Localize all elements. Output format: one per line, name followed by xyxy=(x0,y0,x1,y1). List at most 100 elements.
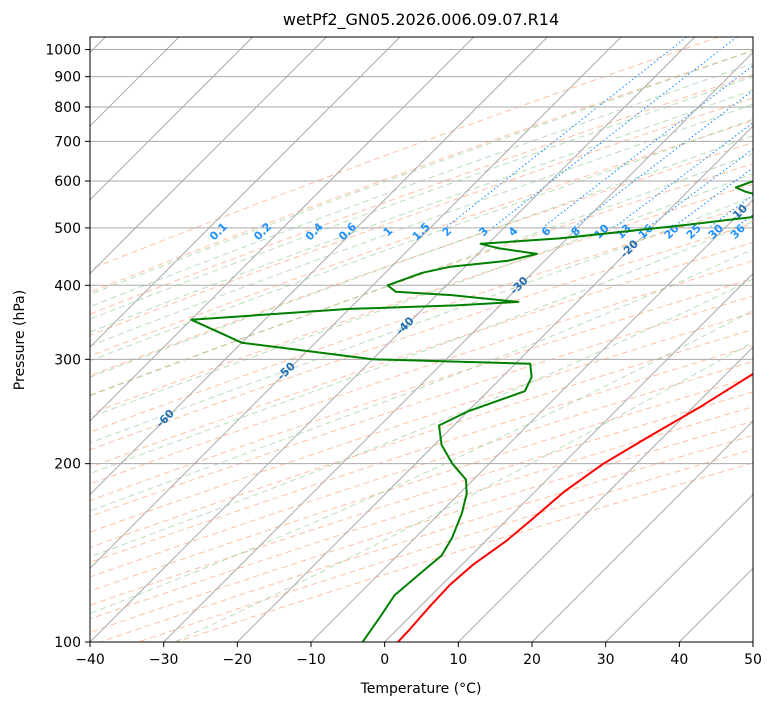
x-axis-label: Temperature (°C) xyxy=(360,681,482,697)
dry-adiabat xyxy=(90,222,753,451)
mixing-ratio-line xyxy=(671,167,753,229)
moist-adiabat xyxy=(90,278,753,558)
mixing-ratio-label: 1.5 xyxy=(410,220,433,243)
moist-adiabat xyxy=(90,220,753,475)
dry-adiabat xyxy=(90,37,720,270)
dry-adiabat xyxy=(100,434,753,642)
y-tick-label: 900 xyxy=(54,70,81,86)
y-tick-label: 300 xyxy=(54,352,81,368)
dry-adiabat xyxy=(90,360,753,578)
moist-adiabat xyxy=(90,195,753,444)
plot-frame xyxy=(89,36,754,643)
isotherm-line xyxy=(90,37,696,642)
moist-adiabat xyxy=(90,89,753,333)
moist-adiabat xyxy=(90,118,753,362)
y-axis-label: Pressure (hPa) xyxy=(12,290,28,390)
mixing-ratio-label: 16 xyxy=(636,221,656,241)
mixing-ratio-line xyxy=(491,37,738,229)
dry-adiabat xyxy=(90,295,753,517)
isotherm-line xyxy=(457,346,753,642)
x-tick-label: 40 xyxy=(670,652,688,668)
mixing-ratio-label: 6 xyxy=(539,224,554,239)
mixing-ratio-line xyxy=(541,64,753,229)
dry-adiabat xyxy=(90,312,753,533)
isotherm-line xyxy=(90,37,327,275)
dry-adiabat xyxy=(90,260,753,485)
mixing-ratio-line xyxy=(734,214,753,229)
mixing-ratio-line xyxy=(445,37,687,229)
mixing-ratio-line xyxy=(572,89,753,229)
x-tick-label: −40 xyxy=(75,652,105,668)
isotherm-line xyxy=(90,37,401,348)
x-tick-label: 30 xyxy=(597,652,615,668)
isotherm-line xyxy=(236,125,753,642)
y-axis: 100 200 300 400 500 600 700 800 900 1000 xyxy=(45,43,90,651)
y-tick-label: 400 xyxy=(54,278,81,294)
mixing-ratio-label: 3 xyxy=(476,224,491,239)
isotherm-label: -70 xyxy=(31,455,54,478)
mixing-ratio-label: 10 xyxy=(592,221,612,241)
isotherm-line xyxy=(531,420,753,642)
x-tick-label: 20 xyxy=(523,652,541,668)
y-tick-label: 600 xyxy=(54,174,81,190)
mixing-ratio-label: 2 xyxy=(440,224,455,239)
dry-adiabat xyxy=(90,391,753,606)
moist-adiabat xyxy=(90,76,753,320)
chart-title: wetPf2_GN05.2026.006.09.07.R14 xyxy=(283,10,559,30)
isotherm-line xyxy=(90,37,548,496)
y-tick-label: 500 xyxy=(54,221,81,237)
mixing-ratio-label: 30 xyxy=(706,221,726,241)
mixing-ratio-label: 1 xyxy=(381,224,396,239)
dry-adiabat xyxy=(90,120,753,357)
dry-adiabat xyxy=(90,406,753,620)
y-tick-label: 800 xyxy=(54,100,81,116)
isotherm-line xyxy=(310,199,753,642)
y-tick-label: 700 xyxy=(54,134,81,150)
isotherm-line xyxy=(90,37,475,422)
y-tick-label: 100 xyxy=(54,635,81,651)
isotherm-line xyxy=(163,51,753,642)
x-tick-label: −30 xyxy=(149,652,179,668)
isotherm-line xyxy=(90,37,254,201)
dry-adiabat xyxy=(90,420,753,633)
isotherm-line xyxy=(752,641,753,642)
dry-adiabat xyxy=(90,203,753,433)
x-axis: −40 −30 −20 −10 0 10 20 30 40 50 xyxy=(75,642,762,668)
dry-adiabat xyxy=(90,141,753,377)
dry-adiabat xyxy=(90,74,753,315)
mixing-ratio-label: 20 xyxy=(662,221,682,241)
dry-adiabat xyxy=(90,50,753,293)
moist-adiabat xyxy=(90,248,753,512)
y-tick-label: 1000 xyxy=(45,43,81,59)
x-tick-label: 10 xyxy=(449,652,467,668)
dry-adiabat xyxy=(90,328,753,548)
background-lines xyxy=(90,37,753,642)
x-tick-label: −10 xyxy=(296,652,326,668)
mixing-ratio-line xyxy=(708,194,753,229)
dewpoint-profile xyxy=(190,180,753,642)
dry-adiabat xyxy=(90,97,753,336)
sounding-series xyxy=(190,180,753,642)
moist-adiabat xyxy=(90,153,753,397)
dry-adiabat xyxy=(90,376,753,592)
dry-adiabat xyxy=(90,163,753,396)
isotherm-line xyxy=(384,272,753,642)
dry-adiabat xyxy=(90,345,753,563)
isoline-labels: -100-90-80-70-60-50-40-30-20-10010203040… xyxy=(31,202,751,478)
mixing-ratio-label: 4 xyxy=(506,224,521,239)
y-tick-label: 200 xyxy=(54,457,81,473)
temperature-profile xyxy=(397,372,753,642)
x-tick-label: 0 xyxy=(380,652,389,668)
dry-adiabat xyxy=(90,183,753,415)
isotherm-line xyxy=(678,567,753,642)
mixing-ratio-label: 36 xyxy=(728,221,748,241)
isotherm-line xyxy=(90,37,622,570)
isotherm-line xyxy=(605,493,753,642)
moist-adiabat xyxy=(90,49,753,296)
mixing-ratio-label: 0.6 xyxy=(336,220,359,243)
x-tick-label: 50 xyxy=(744,652,762,668)
x-tick-label: −20 xyxy=(223,652,253,668)
mixing-ratio-label: 0.1 xyxy=(207,220,230,243)
dry-adiabat xyxy=(90,277,753,502)
